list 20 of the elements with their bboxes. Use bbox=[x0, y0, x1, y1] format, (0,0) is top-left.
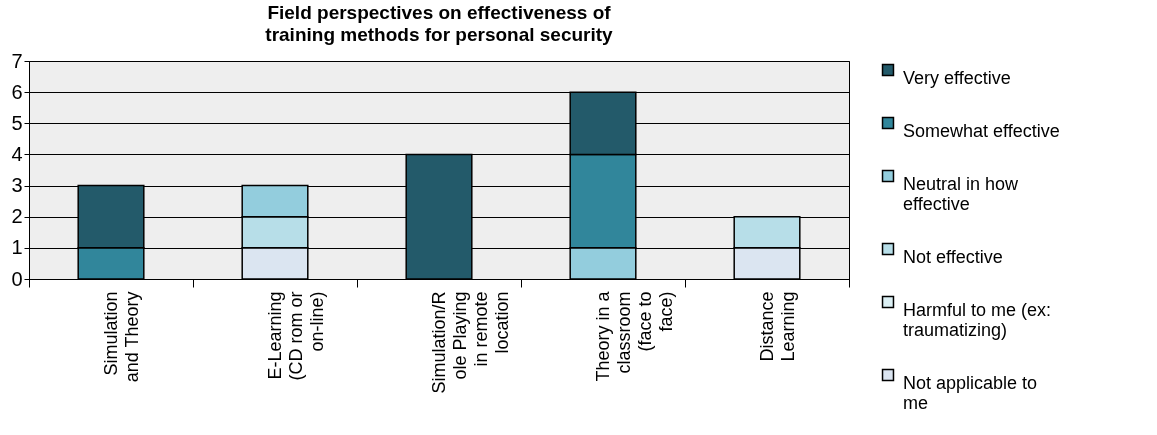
y-tick-label: 3 bbox=[11, 174, 23, 197]
legend-label: Not applicable to me bbox=[903, 373, 1038, 413]
y-tick-label: 6 bbox=[11, 80, 23, 103]
legend-label: Harmful to me (ex: traumatizing) bbox=[903, 300, 1052, 340]
legend-label: Not effective bbox=[903, 247, 1003, 267]
x-tick-label: E-Learning (CD rom or on-line) bbox=[264, 291, 327, 381]
y-tick-label: 1 bbox=[11, 236, 23, 259]
y-tick-label: 5 bbox=[11, 111, 23, 134]
x-tick-label: Simulation and Theory bbox=[100, 291, 142, 383]
legend-label: Neutral in how effective bbox=[903, 174, 1020, 214]
x-tick-label: Distance Learning bbox=[756, 291, 798, 362]
x-tick-label: Theory in a classroom (face to face) bbox=[592, 290, 676, 382]
y-tick-label: 2 bbox=[11, 205, 23, 228]
legend-label: Very effective bbox=[903, 68, 1011, 88]
chart-title: Field perspectives on effectiveness of training methods for personal security bbox=[265, 2, 614, 45]
y-tick-label: 4 bbox=[11, 142, 23, 165]
y-tick-label: 7 bbox=[11, 49, 23, 72]
x-tick-label: Simulation/Role Playing in remote location bbox=[428, 291, 512, 394]
y-tick-label: 0 bbox=[11, 267, 23, 290]
legend-label: Somewhat effective bbox=[903, 121, 1060, 141]
